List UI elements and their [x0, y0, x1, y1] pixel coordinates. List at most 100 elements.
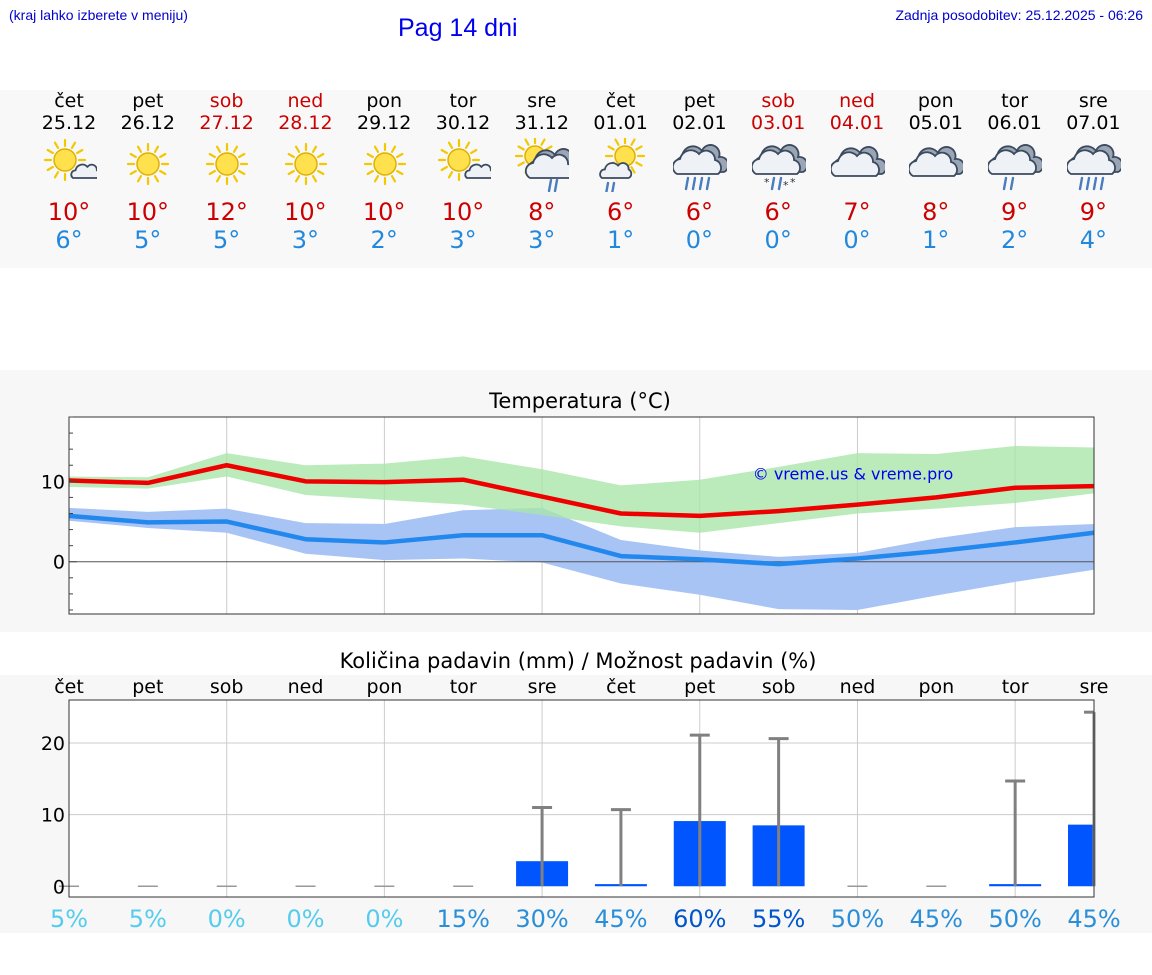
- day-column: pet 26.12 10° 5°: [108, 90, 187, 268]
- day-date: 06.01: [987, 112, 1042, 134]
- temp-min: 0°: [685, 226, 714, 254]
- precip-plot-area: [69, 700, 1094, 897]
- day-name: sre: [1078, 90, 1108, 112]
- temp-max: 10°: [126, 198, 170, 226]
- temp-max: 9°: [1000, 198, 1029, 226]
- day-name: pon: [917, 90, 954, 112]
- day-name: čet: [54, 90, 84, 112]
- menu-hint: (kraj lahko izberete v meniju): [9, 7, 188, 23]
- precip-chance-label: 45%: [910, 905, 963, 933]
- day-date: 01.01: [593, 112, 648, 134]
- heavy-rain-cloud-icon: [672, 144, 727, 191]
- temp-min-range-band: [69, 507, 1094, 610]
- day-name: tor: [1001, 90, 1029, 112]
- temp-max: 6°: [764, 198, 792, 226]
- day-date: 05.01: [908, 112, 963, 134]
- temp-max-range-band: [69, 445, 1094, 533]
- day-date: 28.12: [278, 112, 333, 134]
- day-column: sob 03.01 * * * 6° 0°: [739, 90, 818, 268]
- precip-day-label: tor: [1002, 676, 1029, 698]
- precip-chance-label: 30%: [515, 905, 568, 933]
- svg-text:*: *: [783, 179, 789, 192]
- precip-chart-title: Količina padavin (mm) / Možnost padavin …: [340, 649, 817, 673]
- sun-icon: [363, 142, 406, 186]
- temp-min: 6°: [55, 226, 83, 254]
- temp-min: 4°: [1079, 226, 1108, 254]
- precip-chance-label: 50%: [831, 905, 884, 933]
- precip-chance-label: 5%: [129, 905, 167, 933]
- day-column: sre 07.01 9° 4°: [1054, 90, 1133, 268]
- day-date: 02.01: [672, 112, 727, 134]
- heavy-rain-cloud-icon: [1066, 144, 1121, 191]
- day-column: pon 29.12 10° 2°: [345, 90, 424, 268]
- temp-max: 10°: [441, 198, 485, 226]
- temp-min: 3°: [291, 226, 320, 254]
- temp-min: 1°: [606, 226, 635, 254]
- day-column: sob 27.12 12° 5°: [187, 90, 266, 268]
- temp-max: 10°: [47, 198, 91, 226]
- day-column: čet 01.01 6° 1°: [581, 90, 660, 268]
- last-updated: Zadnja posodobitev: 25.12.2025 - 06:26: [895, 7, 1143, 23]
- temp-y-tick-label: 0: [53, 552, 65, 574]
- day-name: sre: [527, 90, 557, 112]
- day-name: pon: [366, 90, 403, 112]
- day-column: sre 31.12 8° 3°: [502, 90, 581, 268]
- sun-cloud-icon: [437, 138, 491, 182]
- day-column: pet 02.01 6° 0°: [660, 90, 739, 268]
- day-column: pon 05.01 8° 1°: [896, 90, 975, 268]
- precip-chance-label: 0%: [365, 905, 403, 933]
- precip-chance-label: 55%: [752, 905, 805, 933]
- precip-y-tick-label: 10: [41, 805, 65, 827]
- precip-day-label: pet: [132, 676, 163, 698]
- precip-chance-label: 45%: [1067, 905, 1120, 933]
- temp-min: 2°: [1000, 226, 1029, 254]
- daily-forecast-strip: čet 25.12 10° 6° pet 26.12 10° 5° sob 27.12 12° 5° n…: [0, 90, 1152, 268]
- day-date: 29.12: [356, 112, 412, 134]
- precip-chance-label: 45%: [594, 905, 647, 933]
- day-name: čet: [605, 90, 636, 112]
- precip-day-label: tor: [450, 676, 477, 698]
- day-name: ned: [287, 90, 324, 112]
- sun-icon: [205, 142, 249, 186]
- day-date: 30.12: [435, 112, 491, 134]
- temp-max: 6°: [606, 198, 635, 226]
- temp-y-tick-label: 10: [41, 471, 65, 493]
- day-name: ned: [839, 90, 875, 112]
- day-date: 26.12: [120, 112, 175, 134]
- day-column: tor 06.01 9° 2°: [975, 90, 1054, 268]
- precip-day-label: čet: [606, 676, 636, 698]
- temp-min: 3°: [449, 226, 477, 254]
- temp-chart-title: Temperatura (°C): [488, 389, 671, 413]
- precip-chance-label: 15%: [437, 905, 490, 933]
- day-column: ned 28.12 10° 3°: [266, 90, 345, 268]
- temp-min-line: [68, 513, 1095, 567]
- day-name: pet: [132, 90, 164, 112]
- precip-day-label: čet: [54, 676, 84, 698]
- temp-min: 5°: [134, 226, 162, 254]
- page-title: Pag 14 dni: [398, 14, 518, 42]
- precip-day-label: pon: [367, 676, 403, 698]
- temp-min: 0°: [764, 226, 792, 254]
- day-name: tor: [449, 90, 477, 112]
- light-rain-cloud-icon: [988, 144, 1043, 191]
- temp-min: 3°: [528, 226, 556, 254]
- temp-min: 0°: [843, 226, 871, 254]
- svg-text:*: *: [790, 176, 796, 189]
- temp-min: 5°: [212, 226, 241, 254]
- day-date: 27.12: [199, 112, 254, 134]
- precip-y-tick-label: 0: [53, 876, 65, 898]
- copyright-annotation: © vreme.us & vreme.pro: [753, 465, 954, 484]
- temp-max: 8°: [922, 198, 950, 226]
- temp-max: 8°: [528, 198, 556, 226]
- precip-chance-label: 0%: [208, 905, 246, 933]
- precip-day-label: ned: [288, 676, 324, 698]
- day-name: sob: [761, 90, 795, 112]
- precip-day-label: sre: [1080, 676, 1109, 698]
- temp-max: 6°: [685, 198, 714, 226]
- day-date: 07.01: [1066, 112, 1121, 134]
- precip-day-label: pet: [684, 676, 715, 698]
- precip-chart: Količina padavin (mm) / Možnost padavin …: [41, 649, 1121, 933]
- precip-chance-label: 5%: [50, 905, 88, 933]
- precip-day-label: sob: [762, 676, 796, 698]
- temp-min: 2°: [370, 226, 398, 254]
